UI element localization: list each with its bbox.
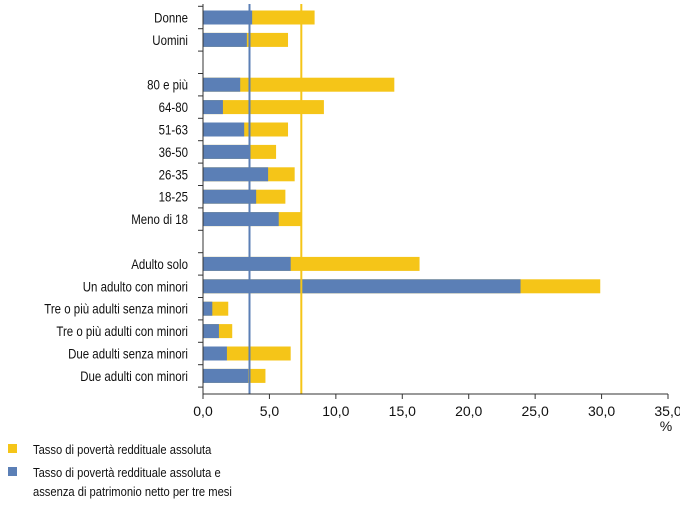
- category-label: 80 e più: [147, 77, 188, 93]
- x-tick-label: 10,0: [322, 403, 349, 419]
- bars-group: [203, 10, 601, 383]
- category-label: Meno di 18: [131, 211, 188, 227]
- bar-yellow: [203, 100, 324, 115]
- x-tick-label: 15,0: [389, 403, 416, 419]
- category-label: Tre o più adulti senza minori: [44, 301, 188, 317]
- x-axis-unit-label: %: [660, 418, 672, 434]
- bar-blue: [203, 256, 291, 271]
- legend-line: Tasso di povertà reddituale assoluta e: [33, 465, 221, 480]
- bar-blue: [203, 189, 257, 204]
- poverty-rate-bar-chart: Donne Uomini 80 e più 64-80 51-63 36-50 26-35 1…: [44, 4, 680, 434]
- bar-blue: [203, 279, 521, 294]
- x-tick-label: 0,0: [193, 403, 213, 419]
- tick-labels-group: 0,0 5,0 10,0 15,0 20,0 25,0 30,0 35,0%: [193, 403, 680, 434]
- category-label: Due adulti senza minori: [68, 345, 188, 361]
- bar-blue: [203, 368, 249, 383]
- axes-group: [198, 4, 669, 399]
- category-label: 64-80: [159, 99, 188, 115]
- category-label: Uomini: [152, 32, 188, 48]
- legend-label: Tasso di povertà reddituale assoluta: [33, 440, 211, 459]
- legend-label: Tasso di povertà reddituale assoluta e a…: [33, 463, 232, 501]
- category-label: 18-25: [159, 189, 188, 205]
- legend-item-absolute-poverty: Tasso di povertà reddituale assoluta: [8, 440, 648, 459]
- bar-blue: [203, 144, 250, 159]
- x-tick-label: 5,0: [260, 403, 280, 419]
- category-labels-group: Donne Uomini 80 e più 64-80 51-63 36-50 26-35 1…: [44, 9, 188, 384]
- bar-blue: [203, 100, 223, 115]
- legend: Tasso di povertà reddituale assoluta Tas…: [8, 440, 648, 505]
- bar-blue: [203, 301, 213, 316]
- category-label: Un adulto con minori: [83, 278, 188, 294]
- legend-line: assenza di patrimonio netto per tre mesi: [33, 484, 232, 499]
- x-tick-label: 25,0: [522, 403, 549, 419]
- category-label: Due adulti con minori: [80, 368, 188, 384]
- bar-blue: [203, 167, 269, 182]
- category-label: 36-50: [159, 144, 188, 160]
- bar-blue: [203, 122, 245, 137]
- reference-lines-group: [248, 4, 303, 394]
- legend-swatch-blue: [8, 467, 17, 476]
- category-label: Adulto solo: [131, 256, 188, 272]
- x-tick-label: 35,0: [654, 403, 680, 419]
- bar-blue: [203, 32, 247, 47]
- bar-blue: [203, 346, 227, 361]
- x-tick-label: 30,0: [588, 403, 615, 419]
- bar-blue: [203, 10, 253, 25]
- bar-blue: [203, 77, 241, 92]
- legend-line: Tasso di povertà reddituale assoluta: [33, 442, 212, 457]
- category-label: 51-63: [159, 121, 188, 137]
- legend-item-absolute-poverty-no-wealth: Tasso di povertà reddituale assoluta e a…: [8, 463, 648, 501]
- bar-blue: [203, 324, 219, 339]
- category-label: Donne: [154, 9, 188, 25]
- legend-swatch-yellow: [8, 444, 17, 453]
- x-tick-label: 20,0: [455, 403, 482, 419]
- category-label: Tre o più adulti con minori: [56, 323, 188, 339]
- category-label: 26-35: [159, 166, 188, 182]
- bar-yellow: [203, 77, 395, 92]
- bar-blue: [203, 212, 279, 227]
